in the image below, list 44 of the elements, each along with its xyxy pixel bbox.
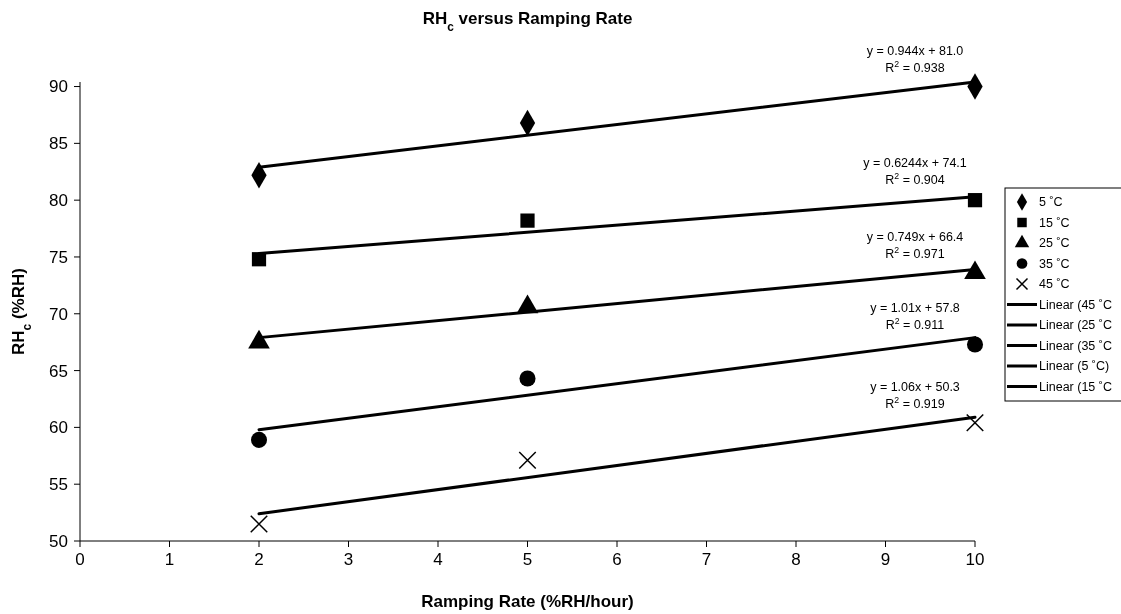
point: [250, 431, 268, 448]
legend-label: 15 ˚C: [1039, 215, 1070, 230]
legend-label: Linear (45 ˚C: [1039, 297, 1112, 312]
y-tick-label: 80: [49, 191, 68, 211]
legend-label: Linear (25 ˚C: [1039, 318, 1112, 333]
x-tick-label: 0: [75, 550, 85, 569]
point: [518, 451, 537, 470]
point: [966, 336, 984, 353]
annotation: y = 0.6244x + 74.1 R$^{2}$ = 0.904: [863, 156, 967, 187]
annotation: y = 1.01x + 57.8 R$^{2}$ = 0.911: [870, 301, 960, 332]
x-tick-label: 3: [343, 550, 354, 569]
y-tick-label: 60: [49, 418, 68, 438]
x-axis-title: Ramping Rate (%RH/hour): [421, 592, 634, 611]
legend-label: Linear (35 ˚C: [1039, 338, 1112, 353]
point: [519, 370, 536, 387]
x-tick-label: 7: [701, 550, 712, 569]
x-tick-label: 8: [791, 550, 801, 569]
x-tick-label: 5: [522, 550, 533, 569]
point: [250, 514, 268, 533]
y-tick-label: 70: [49, 304, 68, 324]
x-tick-label: 2: [254, 550, 264, 569]
legend-label: 45 ˚C: [1039, 277, 1070, 292]
annotation: y = 1.06x + 50.3 R$^{2}$ = 0.919: [870, 380, 960, 411]
y-tick-label: 90: [49, 77, 68, 97]
x-tick-label: 1: [164, 550, 175, 569]
chart-title: RH$_{c}$ versus Ramping Rate: [422, 9, 633, 34]
legend-label: Linear (5 ˚C): [1039, 359, 1110, 374]
y-tick-label: 65: [49, 361, 68, 381]
text: y = 0.944x + 81.0 R$^{2}$ = 0.938: [866, 44, 964, 75]
y-tick-label: 85: [49, 134, 68, 154]
x-tick-label: 4: [433, 550, 443, 569]
point: [520, 213, 535, 228]
x-tick-label: 6: [612, 550, 622, 569]
x-tick-label: 9: [880, 550, 891, 569]
y-tick-label: 55: [49, 475, 68, 495]
point: [966, 413, 984, 432]
annotation: y = 0.749x + 66.4 R$^{2}$ = 0.971: [866, 230, 964, 261]
legend-label: 35 ˚C: [1039, 256, 1070, 271]
y-tick-label: 50: [49, 531, 68, 551]
legend-label: 25 ˚C: [1039, 236, 1070, 251]
y-tick-label: 75: [49, 247, 68, 267]
legend-label: Linear (15 ˚C: [1039, 379, 1112, 394]
x-tick-label: 10: [965, 550, 985, 569]
legend-label: 5 ˚C: [1039, 195, 1063, 210]
